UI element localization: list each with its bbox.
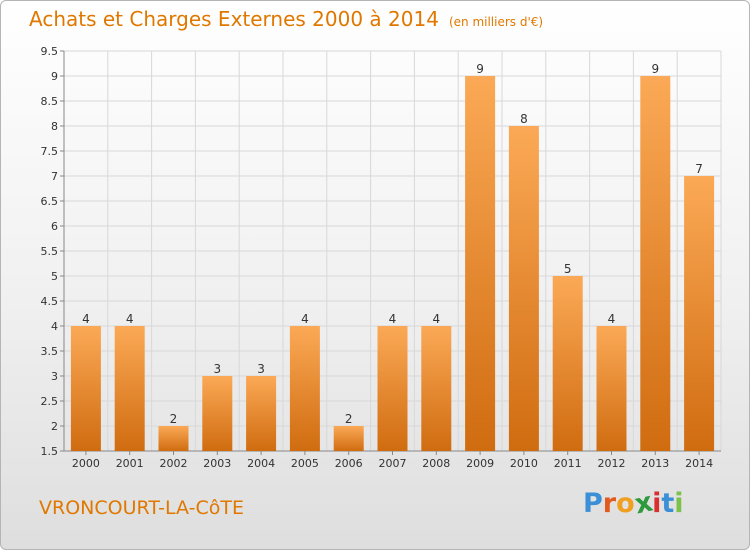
logo-letter: r <box>602 488 617 519</box>
y-tick-label: 6.5 <box>41 195 59 208</box>
x-tick-label: 2006 <box>335 457 363 470</box>
y-tick-label: 2 <box>51 420 58 433</box>
y-tick-label: 3.5 <box>41 345 59 358</box>
chart-title: Achats et Charges Externes 2000 à 2014 <box>29 7 439 31</box>
data-label: 9 <box>651 62 659 76</box>
logo-letter: o <box>616 488 635 519</box>
y-tick-label: 9.5 <box>41 45 59 58</box>
x-tick-label: 2007 <box>379 457 407 470</box>
x-tick-label: 2009 <box>466 457 494 470</box>
bar <box>158 426 189 451</box>
y-tick-label: 6 <box>51 220 58 233</box>
data-label: 4 <box>301 312 309 326</box>
bar <box>289 326 320 451</box>
bar <box>421 326 452 451</box>
proxiti-logo: Proxiti <box>583 487 684 521</box>
y-tick-label: 8 <box>51 120 58 133</box>
x-tick-label: 2014 <box>685 457 713 470</box>
data-label: 9 <box>476 62 484 76</box>
data-label: 5 <box>564 262 572 276</box>
data-label: 4 <box>389 312 397 326</box>
bar <box>333 426 364 451</box>
chart-unit: (en milliers d'€) <box>448 15 544 29</box>
commune-name: VRONCOURT-LA-CôTE <box>39 497 244 519</box>
y-tick-label: 7 <box>51 170 58 183</box>
y-tick-label: 8.5 <box>41 95 59 108</box>
y-tick-label: 9 <box>51 70 58 83</box>
bar <box>465 76 496 451</box>
data-label: 7 <box>695 162 703 176</box>
bar <box>377 326 408 451</box>
logo-letter: i <box>674 488 684 519</box>
data-label: 4 <box>126 312 134 326</box>
bar <box>596 326 627 451</box>
data-label: 2 <box>170 412 178 426</box>
y-tick-label: 7.5 <box>41 145 59 158</box>
x-tick-label: 2008 <box>422 457 450 470</box>
x-tick-label: 2000 <box>72 457 100 470</box>
x-tick-label: 2002 <box>160 457 188 470</box>
x-tick-label: 2005 <box>291 457 319 470</box>
data-label: 4 <box>432 312 440 326</box>
logo-letter: i <box>652 488 662 519</box>
x-tick-label: 2004 <box>247 457 275 470</box>
data-label: 4 <box>608 312 616 326</box>
bar <box>640 76 671 451</box>
data-label: 3 <box>257 362 265 376</box>
bar <box>552 276 583 451</box>
labels: 1.5 2 2.5 3 3.5 4 4.5 5 5.5 6 6.5 7 7.5 8 8.5 9 9.5 4 2000… <box>41 45 714 470</box>
bar <box>202 376 233 451</box>
y-tick-label: 2.5 <box>41 395 59 408</box>
logo-letter: P <box>583 488 603 519</box>
bar <box>114 326 145 451</box>
logo-letter: t <box>661 488 675 519</box>
y-tick-label: 4 <box>51 320 58 333</box>
bar <box>684 176 715 451</box>
data-label: 2 <box>345 412 353 426</box>
x-tick-label: 2012 <box>598 457 626 470</box>
x-tick-label: 2003 <box>203 457 231 470</box>
bar <box>508 126 539 451</box>
bar <box>246 376 277 451</box>
data-label: 8 <box>520 112 528 126</box>
bars <box>70 76 715 451</box>
data-label: 3 <box>213 362 221 376</box>
x-tick-label: 2001 <box>116 457 144 470</box>
x-tick-label: 2013 <box>641 457 669 470</box>
y-tick-label: 3 <box>51 370 58 383</box>
data-label: 4 <box>82 312 90 326</box>
bar <box>70 326 101 451</box>
y-tick-label: 5 <box>51 270 58 283</box>
y-tick-label: 1.5 <box>41 445 59 458</box>
title-row: Achats et Charges Externes 2000 à 2014 (e… <box>29 7 543 31</box>
x-tick-label: 2010 <box>510 457 538 470</box>
x-tick-label: 2011 <box>554 457 582 470</box>
y-tick-label: 4.5 <box>41 295 59 308</box>
y-tick-label: 5.5 <box>41 245 59 258</box>
